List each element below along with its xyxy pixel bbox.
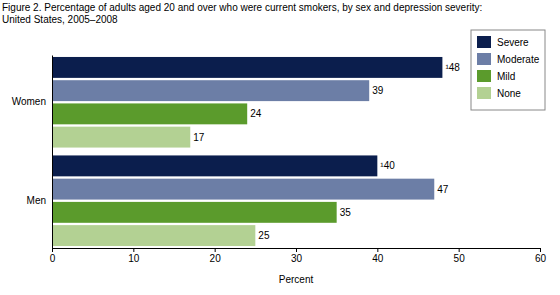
plot: ¹48 ¹40 39 47 24 35 17 25 0 10 20 30 40 50 60 Women Men [12,56,547,265]
bar [52,179,434,200]
tick-label: Women [12,96,46,107]
title: United States, 2005–2008 [2,14,118,25]
tick-label: Men [27,195,46,206]
data-label: 35 [340,207,352,218]
tick-mark [296,248,297,252]
tick-label: 20 [210,253,222,264]
legend-swatch [477,87,491,99]
tick-label: 40 [372,253,384,264]
tick: 50 [454,248,466,264]
bar [52,127,190,148]
bar [52,103,247,124]
bar [52,80,369,101]
bar [52,225,255,246]
tick: Women [12,96,52,107]
bar [52,155,377,176]
data-label: 17 [193,132,205,143]
y-axis: Women Men [12,56,53,249]
tick-mark [377,248,378,252]
tick: 20 [210,248,222,264]
tick-mark [215,248,216,252]
legend-swatch [477,53,491,65]
data-label: ¹40 [380,160,395,171]
legend-swatch [477,70,491,82]
chart: Figure 2. Percentage of adults aged 20 a… [0,0,560,295]
data-labels: ¹48 ¹40 39 47 24 35 17 25 [193,62,460,241]
legend-label: Severe [497,37,529,48]
tick: 0 [50,248,56,264]
legend: Severe Moderate Mild None [471,30,545,110]
legend-swatch [477,36,491,48]
bars [52,57,442,246]
tick-mark [459,248,460,252]
legend-entry: None [477,87,521,99]
data-label: 25 [258,230,270,241]
bar [52,202,337,223]
legend-box [471,30,545,110]
tick: 40 [372,248,384,264]
tick: Men [27,195,52,206]
legend-entry: Moderate [477,53,540,65]
data-label: 24 [250,108,262,119]
tick-mark [133,248,134,252]
legend-label: Moderate [497,54,540,65]
bar [52,57,442,78]
y-axis-line [52,56,53,249]
tick: 10 [128,248,140,264]
tick-label: 30 [291,253,303,264]
title: Figure 2. Percentage of adults aged 20 a… [2,2,482,13]
x-axis-title: Percent [279,274,314,285]
tick: 60 [535,248,547,264]
data-label: ¹48 [445,62,460,73]
tick-label: 50 [454,253,466,264]
x-axis-line [53,249,541,253]
legend-entry: Mild [477,70,515,82]
legend-label: None [497,88,521,99]
tick-label: 0 [50,253,56,264]
legend-entry: Severe [477,36,529,48]
tick-mark [52,248,53,252]
data-label: 47 [437,184,449,195]
legend-label: Mild [497,71,515,82]
x-axis: 0 10 20 30 40 50 60 [50,248,547,264]
tick-label: 60 [535,253,547,264]
tick-mark [540,248,541,252]
tick: 30 [291,248,303,264]
data-label: 39 [372,85,384,96]
tick-label: 10 [128,253,140,264]
